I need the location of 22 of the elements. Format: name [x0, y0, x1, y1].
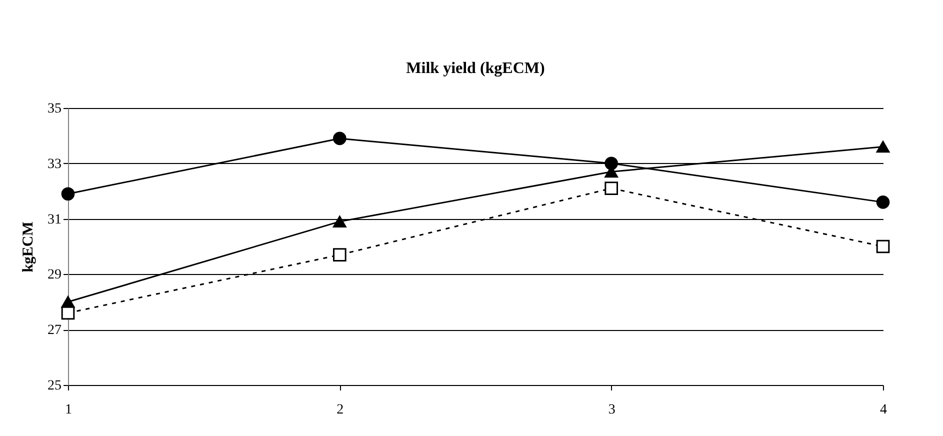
- x-tick-label: 3: [608, 402, 616, 418]
- point: [604, 156, 618, 170]
- y-tick-label: 31: [48, 212, 62, 228]
- y-tick-label: 33: [48, 156, 62, 172]
- chart-title: Milk yield (kgECM): [406, 60, 545, 77]
- x-tick-label: 4: [880, 402, 887, 418]
- point: [333, 248, 346, 262]
- point: [876, 240, 890, 254]
- point: [876, 196, 890, 209]
- point: [61, 187, 75, 201]
- point: [333, 132, 346, 146]
- point: [876, 140, 890, 153]
- y-tick-label: 35: [48, 102, 62, 116]
- point: [61, 306, 75, 320]
- x-tick-label: 2: [336, 402, 344, 418]
- y-tick-label: 25: [48, 378, 62, 394]
- point: [333, 216, 346, 228]
- x-tick-label: 1: [65, 402, 72, 418]
- y-axis-title: kgECM: [20, 222, 36, 272]
- y-tick-label: 27: [48, 323, 62, 338]
- point: [604, 182, 618, 195]
- y-tick-label: 29: [48, 268, 62, 283]
